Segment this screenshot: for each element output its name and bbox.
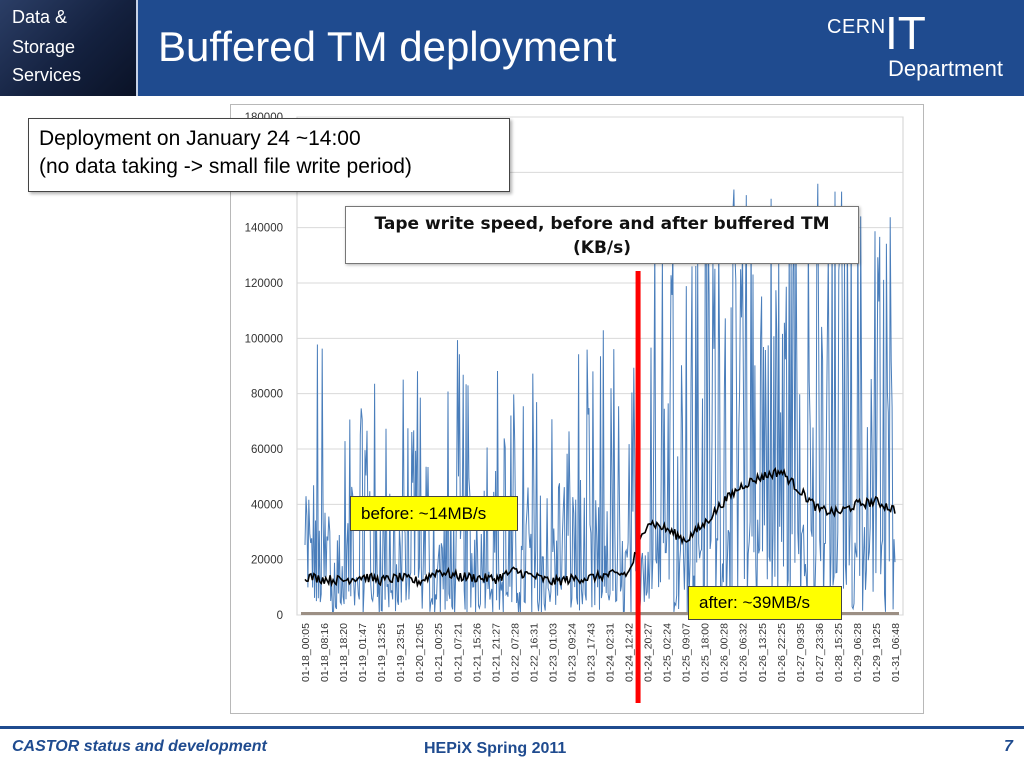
page-number: 7 [1004, 738, 1013, 755]
x-tick-label: 01-21_15:26 [471, 623, 483, 682]
x-tick-label: 01-20_12:05 [414, 623, 426, 682]
x-tick-label: 01-28_15:25 [833, 623, 845, 682]
x-tick-label: 01-26_00:28 [719, 623, 731, 682]
x-tick-label: 01-18_00:05 [300, 623, 312, 682]
x-tick-label: 01-19_13:25 [376, 623, 388, 682]
x-tick-label: 01-27_23:36 [814, 623, 826, 682]
before-callout: before: ~14MB/s [350, 496, 518, 531]
deployment-annotation: Deployment on January 24 ~14:00 (no data… [28, 118, 510, 192]
x-tick-label: 01-27_09:35 [795, 623, 807, 682]
it-logo-text: IT [885, 7, 926, 59]
y-tick-label: 20000 [251, 555, 283, 567]
raw-speed-series [304, 183, 896, 615]
x-tick-label: 01-26_06:32 [738, 623, 750, 682]
x-tick-label: 01-18_08:16 [319, 623, 331, 682]
annotation-line: (no data taking -> small file write peri… [39, 155, 412, 178]
chart-title: Tape write speed, before and after buffe… [345, 206, 859, 264]
tape-speed-chart: 0200004000060000800001000001200001400001… [245, 112, 904, 703]
x-tick-label: 01-21_07:21 [452, 623, 464, 682]
chart-title-line: (KB/s) [573, 238, 631, 258]
footer-divider [0, 726, 1024, 729]
x-tick-label: 01-29_06:28 [852, 623, 864, 682]
x-tick-label: 01-18_18:20 [338, 623, 350, 682]
chart-title-line: Tape write speed, before and after buffe… [374, 214, 830, 234]
x-tick-label: 01-19_23:51 [395, 623, 407, 682]
y-tick-label: 80000 [251, 389, 283, 401]
x-tick-label: 01-21_00:25 [433, 623, 445, 682]
x-tick-label: 01-25_09:07 [681, 623, 693, 682]
baseline-bar [301, 612, 899, 615]
y-tick-label: 120000 [245, 278, 283, 290]
x-tick-label: 01-24_02:31 [605, 623, 617, 682]
y-tick-label: 100000 [245, 333, 283, 345]
after-callout: after: ~39MB/s [688, 586, 842, 620]
moving-average-series [304, 467, 896, 589]
x-tick-label: 01-26_22:25 [776, 623, 788, 682]
x-tick-label: 01-24_12:42 [624, 623, 636, 682]
group-name-line: Storage [12, 37, 76, 57]
footer-talk-title: CASTOR status and development [12, 738, 267, 755]
y-tick-label: 0 [277, 610, 283, 622]
header-bar: Data & Storage Services Buffered TM depl… [0, 0, 1024, 96]
x-tick-label: 01-24_20:27 [643, 623, 655, 682]
footer-event: HEPiX Spring 2011 [424, 740, 567, 757]
x-tick-label: 01-23_17:43 [586, 623, 598, 682]
x-tick-label: 01-25_18:00 [700, 623, 712, 682]
x-tick-label: 01-26_13:25 [757, 623, 769, 682]
group-logo: Data & Storage Services [0, 0, 138, 96]
x-tick-label: 01-23_01:03 [547, 623, 559, 682]
x-tick-label: 01-25_02:24 [662, 623, 674, 682]
y-tick-label: 60000 [251, 444, 283, 456]
y-tick-label: 140000 [245, 223, 283, 235]
x-tick-label: 01-23_09:24 [567, 623, 579, 682]
slide-title: Buffered TM deployment [158, 23, 617, 70]
group-name-line: Data & [12, 7, 68, 27]
department-logo-text: Department [888, 56, 1003, 81]
x-tick-label: 01-29_19:25 [871, 623, 883, 682]
x-tick-label: 01-22_16:31 [528, 623, 540, 682]
y-tick-label: 40000 [251, 499, 283, 511]
cern-logo-text: CERN [827, 16, 886, 38]
annotation-line: Deployment on January 24 ~14:00 [39, 127, 361, 150]
x-tick-label: 01-19_01:47 [357, 623, 369, 682]
group-name-line: Services [12, 65, 82, 85]
x-tick-label: 01-22_07:28 [509, 623, 521, 682]
x-tick-label: 01-21_21:27 [490, 623, 502, 682]
chart-frame: 0200004000060000800001000001200001400001… [230, 104, 924, 714]
x-tick-label: 01-31_06:48 [890, 623, 902, 682]
